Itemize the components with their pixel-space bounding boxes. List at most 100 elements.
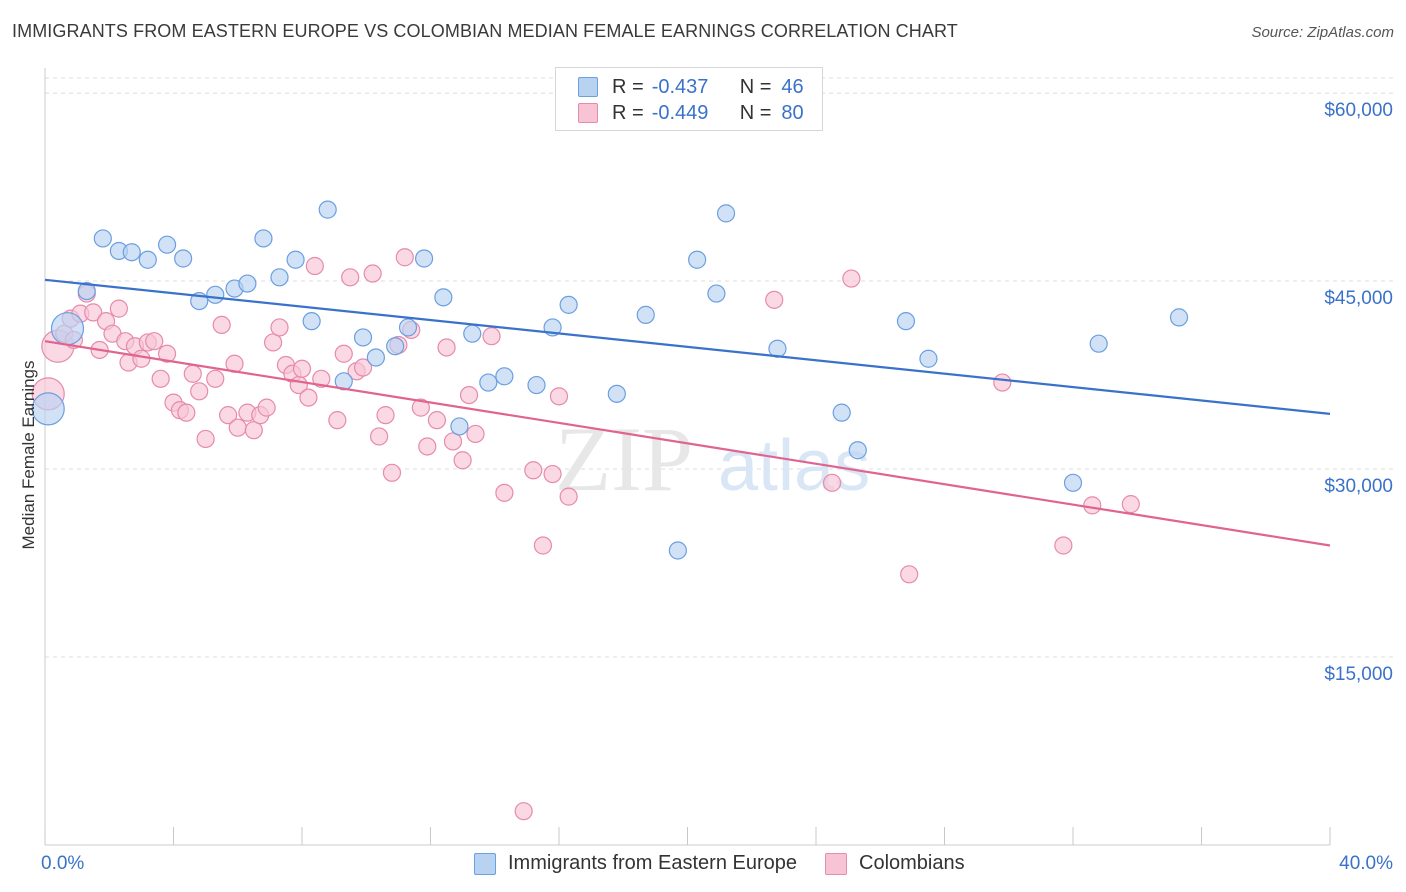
source-note: Source: ZipAtlas.com <box>1251 24 1394 41</box>
y-tick-label: $30,000 <box>1324 476 1393 497</box>
point-colombians <box>993 373 1012 392</box>
point-colombians <box>219 406 238 425</box>
point-eastern-europe <box>254 229 273 248</box>
point-eastern-europe <box>896 312 916 331</box>
point-colombians <box>84 303 103 322</box>
point-eastern-europe <box>450 417 469 436</box>
point-eastern-europe <box>716 204 736 223</box>
n-value: 80 <box>781 101 804 124</box>
x-tick-label: 40.0% <box>1339 853 1393 874</box>
point-eastern-europe <box>50 312 85 346</box>
y-tick-label: $45,000 <box>1324 288 1393 309</box>
point-eastern-europe <box>286 250 305 269</box>
swatch-eastern-europe <box>578 77 598 97</box>
stats-row-colombians: R = -0.449 N = 80 <box>578 100 804 126</box>
point-colombians <box>482 327 501 346</box>
point-eastern-europe <box>463 324 482 343</box>
point-colombians <box>559 487 578 506</box>
point-eastern-europe <box>122 243 141 262</box>
chart-title: IMMIGRANTS FROM EASTERN EUROPE VS COLOMB… <box>12 21 958 41</box>
stats-legend: R = -0.437 N = 46 R = -0.449 N = 80 <box>555 67 823 131</box>
point-colombians <box>1054 536 1073 555</box>
point-eastern-europe <box>386 337 405 356</box>
point-eastern-europe <box>668 541 687 560</box>
stats-row-eastern-europe: R = -0.437 N = 46 <box>578 74 804 100</box>
point-eastern-europe <box>366 348 385 367</box>
point-colombians <box>109 299 128 318</box>
point-eastern-europe <box>270 268 289 287</box>
point-eastern-europe <box>559 295 578 314</box>
legend-swatch-colombians <box>825 852 847 875</box>
point-colombians <box>495 483 514 502</box>
r-value: -0.449 <box>651 101 709 124</box>
legend-label-colombians: Colombians <box>859 852 965 874</box>
point-colombians <box>341 268 360 287</box>
point-colombians <box>842 269 861 288</box>
point-eastern-europe <box>607 384 626 403</box>
y-axis-label: Median Female Earnings <box>19 361 38 550</box>
trend-line-eastern-europe <box>44 278 1331 415</box>
point-eastern-europe <box>1089 334 1108 353</box>
point-colombians <box>212 315 231 335</box>
point-colombians <box>549 387 569 406</box>
point-eastern-europe <box>434 288 453 307</box>
point-colombians <box>418 437 437 456</box>
point-colombians <box>257 398 276 417</box>
point-eastern-europe <box>527 375 546 395</box>
point-colombians <box>145 332 164 351</box>
point-colombians <box>299 388 318 407</box>
point-eastern-europe <box>138 250 157 269</box>
point-colombians <box>328 411 347 430</box>
point-colombians <box>157 344 177 363</box>
point-colombians <box>822 473 842 492</box>
y-tick-label: $15,000 <box>1324 664 1393 685</box>
point-colombians <box>466 424 485 444</box>
point-eastern-europe <box>318 200 337 219</box>
point-colombians <box>543 464 562 484</box>
r-label: R = <box>612 75 644 98</box>
point-eastern-europe <box>157 235 177 254</box>
point-colombians <box>453 451 472 470</box>
point-colombians <box>382 463 402 482</box>
tick-labels: $15,000 $30,000 $45,000 $60,000 0.0% 40.0% <box>41 100 1393 874</box>
watermark-atlas: atlas <box>718 426 870 506</box>
point-eastern-europe <box>174 249 193 268</box>
point-colombians <box>206 369 225 388</box>
point-eastern-europe <box>206 285 225 304</box>
legend-item-colombians[interactable]: Colombians <box>825 852 965 875</box>
point-colombians <box>228 418 247 437</box>
point-colombians <box>370 427 389 446</box>
point-eastern-europe <box>302 312 321 331</box>
series-legend: Immigrants from Eastern Europe Colombian… <box>0 852 1406 878</box>
trend-lines <box>44 278 1331 547</box>
point-eastern-europe <box>636 305 655 324</box>
point-colombians <box>411 398 430 417</box>
point-colombians <box>270 318 289 337</box>
point-colombians <box>196 429 215 449</box>
point-colombians <box>533 536 553 555</box>
point-colombians <box>292 359 312 378</box>
point-eastern-europe <box>31 392 65 426</box>
n-label: N = <box>739 75 772 98</box>
point-colombians <box>437 338 456 357</box>
point-colombians <box>376 406 395 425</box>
point-colombians <box>1121 495 1140 514</box>
point-colombians <box>244 421 263 440</box>
point-eastern-europe <box>93 229 112 248</box>
point-eastern-europe <box>832 403 851 422</box>
point-eastern-europe <box>353 328 373 347</box>
point-eastern-europe <box>919 349 938 368</box>
legend-item-eastern-europe[interactable]: Immigrants from Eastern Europe <box>474 852 797 875</box>
point-colombians <box>151 369 170 388</box>
point-eastern-europe <box>77 281 96 301</box>
trend-line-colombians <box>44 340 1331 547</box>
grid-lines <box>45 77 1393 658</box>
r-label: R = <box>612 101 644 124</box>
point-colombians <box>334 344 353 363</box>
point-colombians <box>514 802 533 821</box>
point-colombians <box>443 432 463 451</box>
point-eastern-europe <box>479 373 498 392</box>
point-colombians <box>524 461 543 480</box>
point-colombians <box>190 382 209 401</box>
point-colombians <box>132 349 151 368</box>
